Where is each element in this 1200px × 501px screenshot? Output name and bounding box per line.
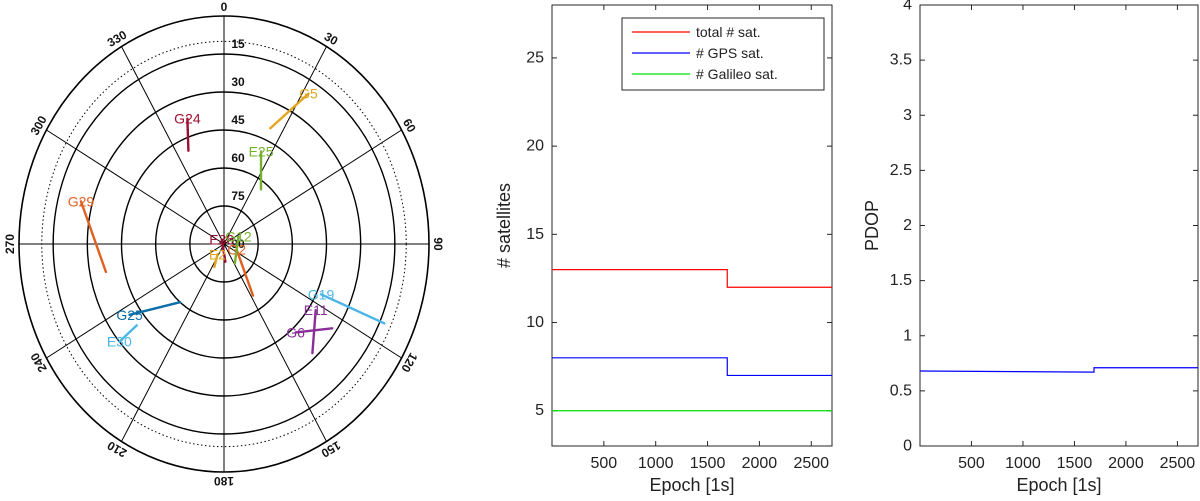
elevation-ring (120, 129, 328, 359)
satellite-label: E25 (249, 143, 274, 159)
legend-box (621, 17, 825, 91)
series-line (552, 357, 832, 377)
azimuth-label: 30 (322, 29, 341, 48)
satellite-track (213, 253, 219, 269)
azimuth-label: 180 (214, 474, 234, 488)
x-tick-label: 1500 (690, 455, 726, 472)
y-tick-label: 5 (535, 402, 544, 419)
y-tick-label: 25 (526, 49, 544, 66)
y-tick-label: 15 (526, 226, 544, 243)
satellite-track (235, 248, 255, 297)
x-tick-label: 2000 (742, 455, 778, 472)
satellite-count-chart: 500 1000 1500 2000 2500 5 10 15 20 25 Epoch [1s] # … (494, 4, 833, 495)
y-tick-label: 10 (526, 314, 544, 331)
x-tick-label: 500 (591, 455, 618, 472)
satellite-label: G24 (174, 111, 201, 127)
satellite-track (79, 200, 108, 274)
elevation-label: 75 (231, 189, 245, 203)
y-tick-label: 1 (903, 327, 912, 344)
azimuth-label: 240 (27, 350, 49, 375)
y-axis-label: PDOP (862, 200, 882, 251)
satellite-label: E36 (209, 232, 234, 248)
satellite-label: E30 (107, 334, 132, 350)
x-axis-label: Epoch [1s] (649, 475, 734, 495)
x-tick-label: 2500 (793, 455, 829, 472)
legend-label: # Galileo sat. (696, 66, 778, 82)
elevation-label: 45 (231, 113, 245, 127)
satellite-track (220, 238, 227, 263)
x-tick-label: 1000 (638, 455, 674, 472)
satellite-label: G5 (299, 86, 318, 102)
elevation-label: 60 (231, 151, 245, 165)
azimuth-label: 210 (105, 438, 130, 460)
y-tick-label: 0 (903, 438, 912, 455)
satellite-label: G6 (286, 324, 305, 340)
skyplot: 0 30 60 90 120 150 180 210 240 270 300 330 15 30 45 60 7… (3, 0, 445, 488)
satellite-track (128, 301, 182, 317)
y-axis-label: # satellites (494, 183, 514, 268)
satellite-label: G25 (116, 307, 143, 323)
x-tick-label: 500 (958, 455, 985, 472)
y-tick-label: 3.5 (890, 52, 912, 69)
x-tick-label: 1000 (1005, 455, 1041, 472)
satellite-label: E11 (304, 302, 328, 318)
satellite-label: G19 (308, 286, 335, 302)
elevation-mask-ring (41, 40, 407, 448)
azimuth-label: 90 (431, 237, 445, 251)
series-line (919, 367, 1198, 373)
azimuth-label: 300 (28, 113, 50, 138)
elevation-ring (18, 15, 430, 473)
azimuth-label: 0 (221, 0, 228, 14)
satellite-track (311, 309, 317, 355)
y-tick-label: 0.5 (890, 382, 912, 399)
legend-label: # GPS sat. (696, 45, 764, 61)
y-tick-label: 4 (903, 0, 912, 14)
x-axis-label: Epoch [1s] (1016, 475, 1101, 495)
elevation-label: 15 (231, 37, 245, 51)
azimuth-label: 270 (3, 234, 17, 254)
satellite-track (319, 293, 386, 325)
azimuth-label: 60 (400, 116, 419, 135)
y-tick-label: 2.5 (890, 162, 912, 179)
series-line (552, 269, 832, 288)
x-tick-label: 1500 (1057, 455, 1093, 472)
elevation-ring (154, 167, 294, 321)
satellite-track (269, 92, 310, 130)
y-tick-label: 1.5 (890, 272, 912, 289)
legend-label: total # sat. (696, 24, 761, 40)
plot-area (919, 4, 1199, 447)
y-tick-label: 3 (903, 107, 912, 124)
azimuth-label: 330 (105, 28, 130, 50)
elevation-ring (52, 53, 396, 435)
satellite-track (233, 235, 240, 265)
y-tick-label: 20 (526, 138, 544, 155)
azimuth-label: 150 (319, 438, 344, 460)
x-tick-label: 2000 (1108, 455, 1144, 472)
pdop-chart: 500 1000 1500 2000 2500 0 0.5 1 1.5 2 2.5 3 3.5 4 Epoc… (862, 0, 1199, 495)
satellite-track (118, 324, 138, 343)
elevation-label: 30 (231, 75, 245, 89)
satellite-label: G12 (225, 229, 252, 245)
elevation-ring (86, 91, 362, 397)
azimuth-label: 120 (398, 350, 420, 375)
satellite-track (186, 117, 190, 152)
elevation-ring (189, 205, 259, 283)
satellite-label: E2 (209, 246, 226, 262)
x-tick-label: 2500 (1160, 455, 1196, 472)
y-tick-label: 2 (903, 217, 912, 234)
satellite-label: G29 (68, 193, 95, 209)
